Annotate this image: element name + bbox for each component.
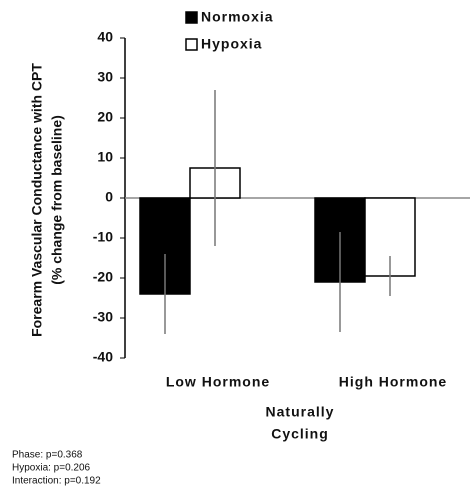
annotation: Hypoxia: p=0.206: [12, 463, 91, 474]
y-tick-label: 0: [105, 189, 113, 205]
x-tick-label: High Hormone: [339, 374, 447, 390]
y-tick-label: -10: [93, 229, 113, 245]
legend-swatch: [185, 38, 198, 51]
y-axis-label: Forearm Vascular Conductance with CPT: [29, 63, 45, 337]
y-tick-label: -20: [93, 269, 113, 285]
annotation: Interaction: p=0.192: [12, 476, 101, 487]
legend-swatch: [185, 11, 198, 24]
y-tick-label: 40: [97, 29, 113, 45]
y-tick-label: 30: [97, 69, 113, 85]
y-tick-label: -40: [93, 349, 113, 365]
y-tick-label: -30: [93, 309, 113, 325]
y-axis-label: (% change from baseline): [49, 115, 65, 285]
x-tick-label: Low Hormone: [166, 374, 270, 390]
y-tick-label: 20: [97, 109, 113, 125]
legend-label: Hypoxia: [201, 36, 262, 52]
x-axis-label: Naturally: [266, 404, 335, 420]
x-axis-label: Cycling: [271, 426, 329, 442]
legend-label: Normoxia: [201, 9, 274, 25]
y-tick-label: 10: [97, 149, 113, 165]
annotation: Phase: p=0.368: [12, 450, 83, 461]
